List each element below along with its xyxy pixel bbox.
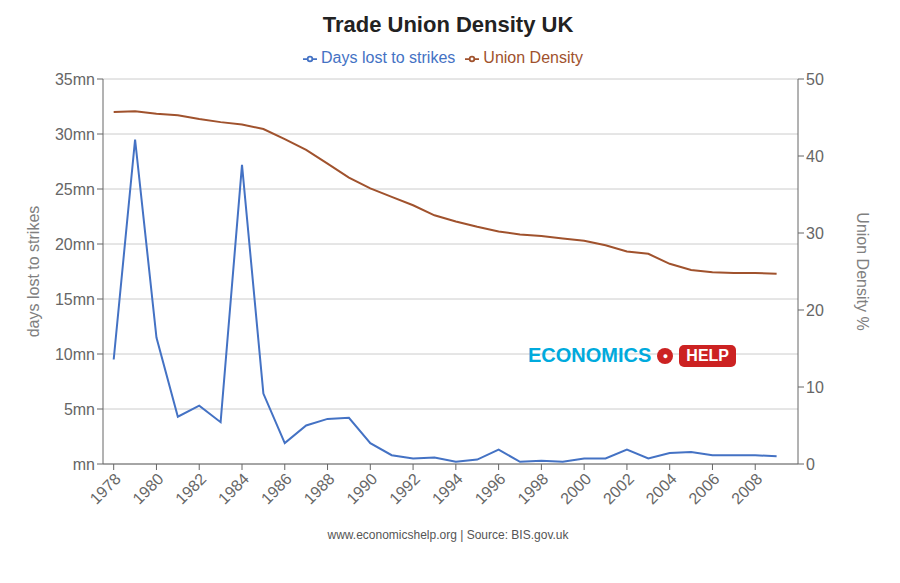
svg-text:25mn: 25mn <box>55 181 95 198</box>
svg-text:1986: 1986 <box>258 470 295 507</box>
html-text:Trade Union Density UK: Trade Union Density UK <box>322 12 574 37</box>
svg-text:days lost to strikes: days lost to strikes <box>25 206 42 338</box>
html-text:ECONOMICS: ECONOMICS <box>528 344 652 366</box>
svg-text:30: 30 <box>806 225 824 242</box>
svg-text:0: 0 <box>806 456 815 473</box>
svg-text:1996: 1996 <box>472 470 509 507</box>
svg-text:40: 40 <box>806 148 824 165</box>
svg-text:1984: 1984 <box>215 470 252 507</box>
svg-text:50: 50 <box>806 71 824 88</box>
svg-text:Union Density %: Union Density % <box>854 212 871 330</box>
svg-text:2000: 2000 <box>557 470 594 507</box>
svg-text:1992: 1992 <box>386 470 423 507</box>
svg-text:1980: 1980 <box>129 470 166 507</box>
html-text:Days lost to strikes: Days lost to strikes <box>321 49 456 66</box>
svg-text:1978: 1978 <box>87 470 124 507</box>
svg-text:2006: 2006 <box>685 470 722 507</box>
svg-text:1998: 1998 <box>514 470 551 507</box>
html-text:www.economicshelp.org | Source: www.economicshelp.org | Source: BIS.gov.… <box>327 528 569 542</box>
svg-text:1990: 1990 <box>343 470 380 507</box>
svg-text:10mn: 10mn <box>55 346 95 363</box>
svg-text:1982: 1982 <box>172 470 209 507</box>
svg-text:20: 20 <box>806 302 824 319</box>
svg-text:2004: 2004 <box>643 470 680 507</box>
html-text:HELP: HELP <box>686 346 729 364</box>
svg-text:1988: 1988 <box>301 470 338 507</box>
svg-text:15mn: 15mn <box>55 291 95 308</box>
svg-text:mn: mn <box>73 456 95 473</box>
html-text:Union Density: Union Density <box>483 49 583 66</box>
svg-text:1994: 1994 <box>429 470 466 507</box>
svg-text:2008: 2008 <box>728 470 765 507</box>
svg-text:30mn: 30mn <box>55 126 95 143</box>
svg-text:2002: 2002 <box>600 470 637 507</box>
svg-text:35mn: 35mn <box>55 71 95 88</box>
svg-text:10: 10 <box>806 379 824 396</box>
svg-text:5mn: 5mn <box>64 401 95 418</box>
svg-text:20mn: 20mn <box>55 236 95 253</box>
